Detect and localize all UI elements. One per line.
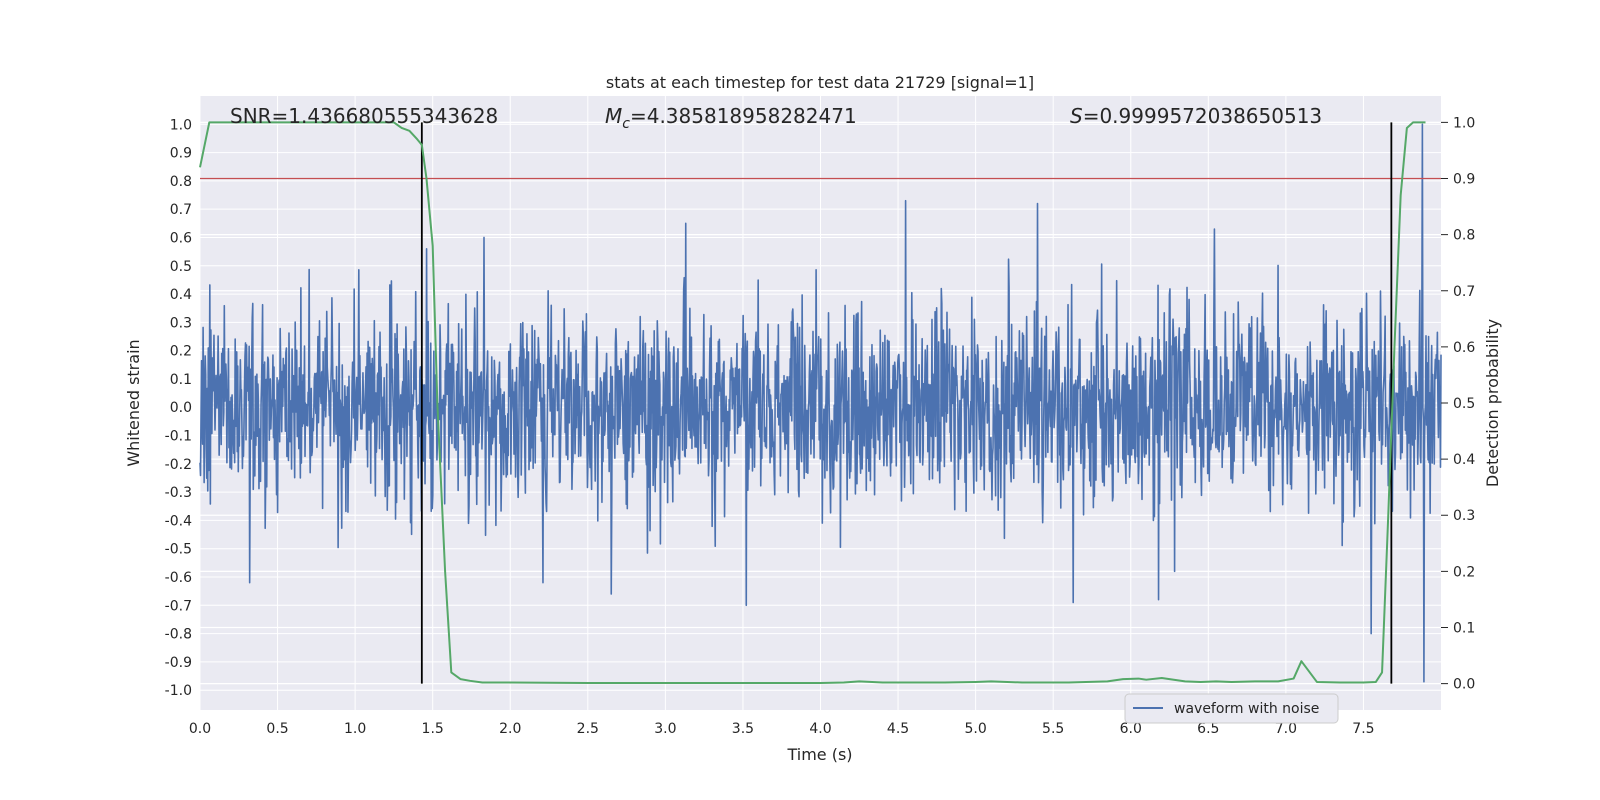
- x-tick-labels: 0.0 0.5 1.0 1.5 2.0 2.5 3.0 3.5 4.0 4.5 5.0 5.5 6.0 6…: [189, 721, 1375, 737]
- y-tick-label: 0.8: [170, 174, 192, 190]
- y2-tick-labels: 0.0 0.1 0.2 0.3 0.4 0.5 0.6 0.7 0.8 0.9 1.0: [1441, 115, 1475, 693]
- y2-tick-label: 0.4: [1453, 452, 1475, 468]
- legend-label-waveform: waveform with noise: [1174, 701, 1319, 717]
- y2-tick-label: 0.0: [1453, 677, 1475, 693]
- probability-series: [199, 121, 1426, 685]
- y-tick-label: 0.4: [170, 287, 192, 303]
- x-axis-label: Time (s): [786, 745, 852, 764]
- y-tick-label: 0.1: [170, 372, 192, 388]
- x-tick-label: 5.5: [1042, 721, 1064, 737]
- x-tick-label: 3.0: [654, 721, 676, 737]
- y-tick-label: -0.5: [165, 542, 192, 558]
- x-tick-label: 2.5: [577, 721, 599, 737]
- x-tick-label: 0.0: [189, 721, 211, 737]
- waveform-line: [199, 123, 1442, 683]
- y-tick-label: 0.9: [170, 146, 192, 162]
- x-tick-label: 1.5: [422, 721, 444, 737]
- chirp-mass-subscript: c: [622, 116, 630, 132]
- legend: waveform with noise: [1124, 693, 1339, 724]
- y2-tick-label: 0.6: [1453, 340, 1475, 356]
- x-tick-label: 4.0: [809, 721, 831, 737]
- y-tick-label: 0.5: [170, 259, 192, 275]
- s-annotation: S=0.9999572038650513: [1070, 104, 1322, 128]
- y-tick-label: 0.0: [170, 400, 192, 416]
- y-tick-label: -0.7: [165, 598, 192, 614]
- waveform-series: [199, 123, 1442, 683]
- y2-tick-label: 0.1: [1453, 620, 1475, 636]
- y2-tick-label: 0.5: [1453, 396, 1475, 412]
- y2-tick-label: 0.3: [1453, 508, 1475, 524]
- s-symbol: S: [1070, 104, 1083, 128]
- x-tick-label: 1.0: [344, 721, 366, 737]
- y-tick-labels: -1.0 -0.9 -0.8 -0.7 -0.6 -0.5 -0.4 -0.3 -0.2 -0.1…: [165, 117, 192, 699]
- x-tick-label: 7.0: [1275, 721, 1297, 737]
- chart-title: stats at each timestep for test data 217…: [606, 73, 1034, 92]
- y-tick-label: 0.3: [170, 315, 192, 331]
- chirp-mass-value: =4.385818958282471: [630, 104, 857, 128]
- y-tick-label: -0.9: [165, 655, 192, 671]
- x-tick-label: 3.5: [732, 721, 754, 737]
- y2-tick-label: 1.0: [1453, 115, 1475, 131]
- s-value: =0.9999572038650513: [1083, 104, 1322, 128]
- y-tick-label: -0.3: [165, 485, 192, 501]
- legend-box: [1124, 693, 1339, 724]
- x-tick-label: 2.0: [499, 721, 521, 737]
- x-tick-label: 6.0: [1120, 721, 1142, 737]
- x-tick-label: 0.5: [266, 721, 288, 737]
- y-tick-label: 0.2: [170, 344, 192, 360]
- y-tick-label: 1.0: [170, 117, 192, 133]
- x-tick-label: 4.5: [887, 721, 909, 737]
- y-axis-label: Whitened strain: [124, 339, 143, 466]
- chirp-mass-symbol: M: [605, 104, 622, 128]
- y-tick-label: 0.6: [170, 230, 192, 246]
- y-tick-label: -0.6: [165, 570, 192, 586]
- y2-tick-label: 0.8: [1453, 228, 1475, 244]
- chirp-mass-annotation: Mc=4.385818958282471: [605, 104, 857, 132]
- y-tick-label: -1.0: [165, 683, 192, 699]
- snr-annotation: SNR=1.436680555343628: [230, 104, 498, 128]
- y2-axis-label: Detection probability: [1483, 319, 1502, 487]
- y-tick-label: -0.1: [165, 429, 192, 445]
- x-tick-label: 5.0: [964, 721, 986, 737]
- y-tick-label: -0.8: [165, 627, 192, 643]
- y-tick-label: 0.7: [170, 202, 192, 218]
- probability-line: [199, 121, 1426, 685]
- plot-area: [199, 121, 1442, 685]
- x-tick-label: 6.5: [1197, 721, 1219, 737]
- y2-tick-label: 0.2: [1453, 564, 1475, 580]
- event-lines-group: [420, 122, 1393, 684]
- y2-tick-label: 0.9: [1453, 172, 1475, 188]
- y-tick-label: -0.2: [165, 457, 192, 473]
- y-tick-label: -0.4: [165, 513, 192, 529]
- y2-tick-label: 0.7: [1453, 284, 1475, 300]
- x-tick-label: 7.5: [1352, 721, 1374, 737]
